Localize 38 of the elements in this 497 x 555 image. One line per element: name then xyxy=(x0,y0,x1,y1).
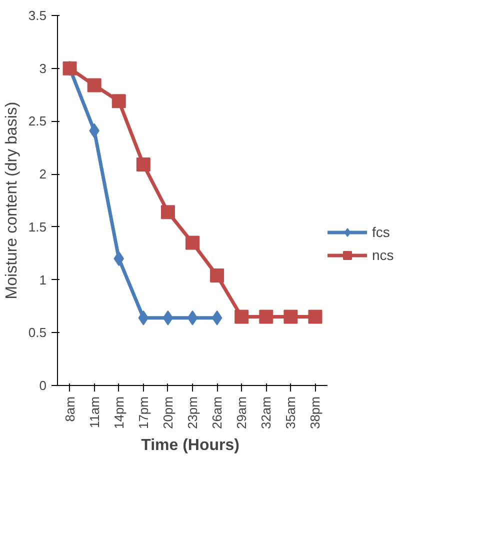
point xyxy=(136,158,150,172)
x-tick-label: 11am xyxy=(86,396,102,428)
x-tick-label: 20pm xyxy=(160,396,176,430)
x-tick-label: 26am xyxy=(210,396,225,430)
point xyxy=(162,310,174,326)
x-tick-label: 35am xyxy=(283,396,298,430)
point xyxy=(138,310,149,326)
point xyxy=(259,310,274,324)
x-tick-label: 29am xyxy=(234,396,250,430)
point xyxy=(87,78,102,92)
point xyxy=(210,268,224,283)
point xyxy=(160,205,175,220)
point xyxy=(284,310,298,324)
y-tick-label: 1 xyxy=(39,272,47,288)
y-tick-label: 3.5 xyxy=(28,8,47,23)
x-tick-label: 32am xyxy=(258,396,274,430)
point xyxy=(234,310,249,324)
y-tick-label: 0 xyxy=(39,378,47,393)
x-tick-label: 38pm xyxy=(308,396,323,430)
point xyxy=(114,251,124,266)
x-tick-label: 14pm xyxy=(111,396,126,430)
point xyxy=(187,310,198,326)
x-tick-label: 8am xyxy=(62,396,78,422)
legend-label: ncs xyxy=(372,247,394,263)
point xyxy=(212,310,222,326)
x-axis-title: Time (Hours) xyxy=(141,437,240,454)
point xyxy=(308,310,322,324)
x-tick-label: 17pm xyxy=(136,396,151,430)
y-tick-label: 2 xyxy=(39,166,47,182)
y-tick-label: 3 xyxy=(39,60,47,76)
y-axis-title: Moisture content (dry basis) xyxy=(3,102,20,300)
legend-label: fcs xyxy=(372,224,391,240)
x-tick-label: 23pm xyxy=(185,396,200,430)
y-tick-label: 1.5 xyxy=(28,219,47,234)
y-tick-label: 2.5 xyxy=(28,114,47,129)
point xyxy=(112,94,126,108)
y-tick-label: 0.5 xyxy=(28,325,47,340)
point xyxy=(186,236,200,250)
